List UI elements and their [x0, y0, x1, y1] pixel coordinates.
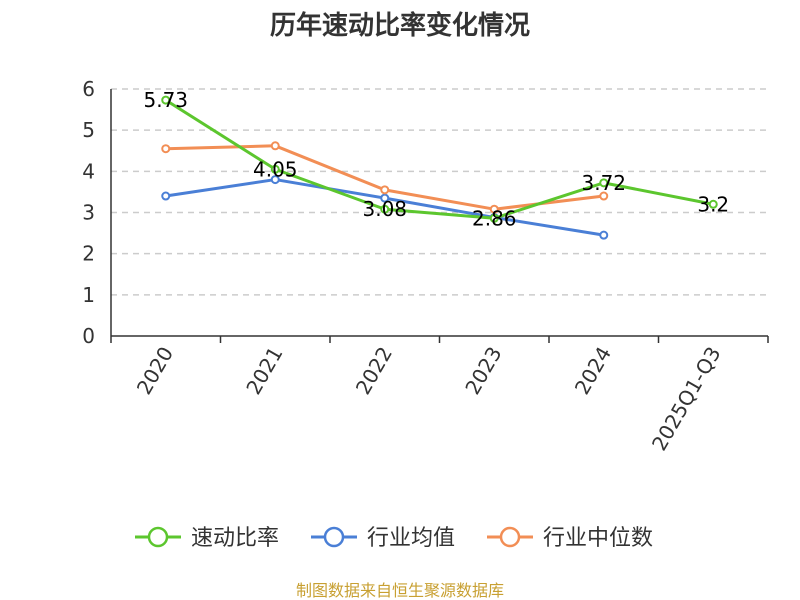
data-point	[161, 95, 171, 105]
data-point	[489, 213, 499, 223]
x-tick-label: 2025Q1-Q3	[647, 343, 726, 455]
y-tick-label: 4	[82, 159, 95, 183]
data-point	[708, 199, 718, 209]
data-point	[380, 185, 390, 195]
data-point	[161, 144, 171, 154]
legend: 速动比率 行业均值 行业中位数	[135, 526, 653, 551]
x-tick-label: 2020	[132, 343, 178, 399]
legend-marker	[323, 526, 345, 548]
y-tick-label: 2	[82, 242, 95, 266]
data-label: 2.86	[472, 206, 517, 230]
data-point	[270, 141, 280, 151]
data-label: 4.05	[253, 157, 298, 181]
data-point	[599, 230, 609, 240]
x-tick-label: 2024	[570, 343, 616, 399]
data-point	[380, 204, 390, 214]
legend-marker	[499, 526, 521, 548]
data-point	[599, 178, 609, 188]
y-tick-label: 1	[82, 283, 95, 307]
x-tick-label: 2021	[241, 343, 287, 399]
data-label: 3.72	[581, 171, 626, 195]
y-tick-label: 3	[82, 201, 95, 225]
data-point	[270, 164, 280, 174]
data-labels: 5.73 4.05 3.08 2.86 3.72 3.2	[143, 88, 729, 230]
data-point	[489, 204, 499, 214]
y-tick-label: 6	[82, 77, 95, 101]
legend-label: 速动比率	[191, 526, 279, 551]
x-tick-labels: 2020 2021 2022 2023 2024 2025Q1-Q3	[132, 343, 726, 455]
data-point	[380, 193, 390, 203]
data-point	[599, 191, 609, 201]
y-tick-label: 0	[82, 324, 95, 348]
data-label: 3.08	[362, 197, 407, 221]
legend-label: 行业中位数	[543, 526, 653, 551]
source-note: 制图数据来自恒生聚源数据库	[296, 581, 504, 600]
series-line	[164, 98, 714, 220]
y-tick-label: 5	[82, 118, 95, 142]
series-lines	[161, 95, 718, 240]
x-tick-label: 2022	[351, 343, 397, 399]
x-tick-label: 2023	[460, 343, 506, 399]
data-point	[270, 175, 280, 185]
data-label: 5.73	[143, 88, 188, 112]
legend-label: 行业均值	[367, 526, 455, 551]
grid-lines	[111, 88, 768, 296]
legend-marker	[147, 526, 169, 548]
data-label: 3.2	[697, 192, 729, 216]
y-tick-labels: 0 1 2 3 4 5 6	[82, 77, 95, 348]
chart-title: 历年速动比率变化情况	[270, 10, 530, 41]
data-point	[161, 191, 171, 201]
axes	[110, 89, 769, 343]
